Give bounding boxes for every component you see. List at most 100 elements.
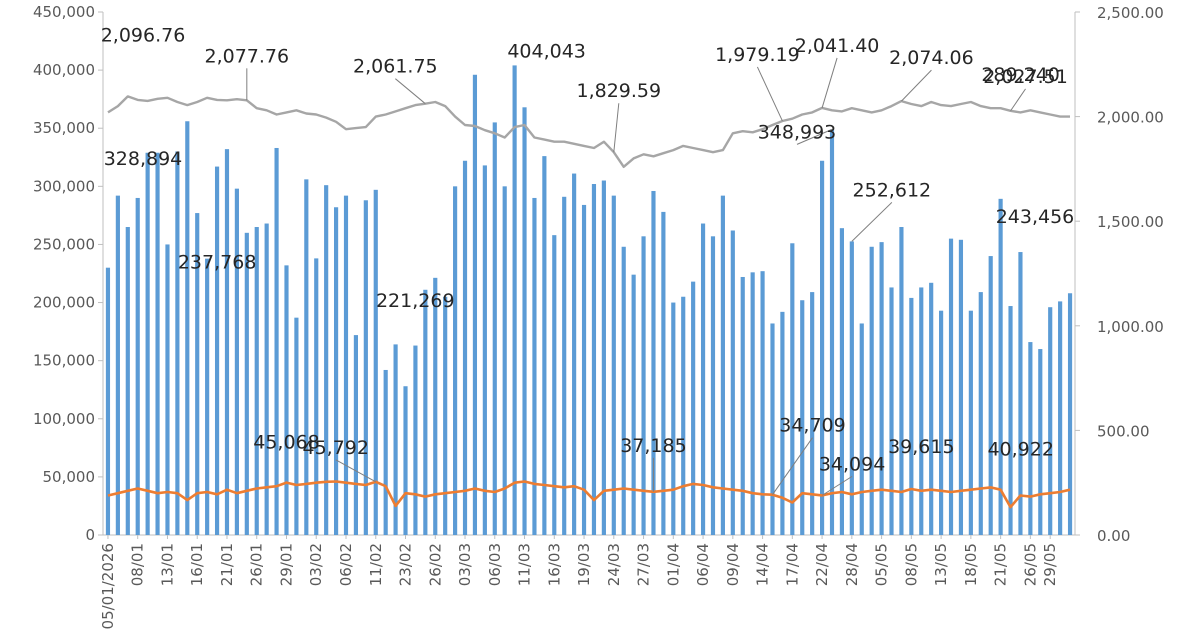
label-leader-line: [821, 57, 838, 109]
x-tick-label: 08/01: [129, 543, 147, 586]
orange-series-line: [107, 480, 1071, 509]
volume-bar: [998, 198, 1003, 535]
right-tick-label: 0.00: [1097, 527, 1130, 545]
volume-bar: [730, 230, 735, 535]
volume-bar: [254, 227, 259, 535]
data-label: 39,615: [888, 436, 954, 458]
volume-bar: [314, 258, 319, 535]
axes-layer: 0 50,000 100,000 150,000 200,000 250,000 300,0…: [33, 3, 1164, 629]
x-tick-label: 28/04: [843, 543, 861, 586]
label-leader-line: [772, 437, 813, 495]
x-tick-label: 21/01: [218, 543, 236, 586]
volume-bar: [700, 223, 706, 535]
left-tick-label: 0: [85, 526, 95, 544]
x-tick-label: 11/02: [367, 543, 385, 586]
data-label: 221,269: [376, 290, 455, 312]
volume-bar: [621, 246, 626, 535]
volume-bar: [988, 256, 993, 535]
volume-bar: [810, 292, 815, 535]
x-tick-label: 21/05: [992, 543, 1010, 586]
right-tick-label: 2,500.00: [1097, 4, 1164, 22]
right-tick-label: 2,000.00: [1097, 109, 1164, 127]
data-label: 1,829.59: [576, 80, 661, 102]
x-tick-label: 06/02: [337, 543, 355, 586]
data-label: 45,068: [253, 432, 319, 454]
left-tick-label: 450,000: [33, 3, 95, 21]
data-labels: 2,096.76 2,077.76 2,061.75 404,043 1,829.59 1…: [101, 24, 1074, 496]
data-label: 2,027.51: [983, 66, 1068, 88]
x-tick-label: 05/05: [873, 543, 891, 586]
data-label: 252,612: [853, 179, 932, 201]
volume-bar: [661, 211, 666, 535]
left-tick-label: 300,000: [33, 177, 95, 195]
data-label: 34,709: [779, 415, 845, 437]
volume-bar: [482, 165, 487, 535]
volume-bar: [155, 152, 160, 536]
label-leader-line: [901, 69, 932, 102]
x-tick-label: 03/02: [307, 543, 325, 586]
volume-bar: [195, 213, 200, 535]
x-tick-label: 17/04: [783, 543, 801, 586]
x-tick-label: 16/03: [545, 543, 563, 586]
volume-bar: [264, 223, 269, 535]
volume-bar: [631, 274, 636, 535]
data-label: 40,922: [987, 438, 1053, 460]
left-tick-label: 100,000: [33, 410, 95, 428]
volume-bar: [234, 188, 239, 535]
x-tick-label: 06/04: [694, 543, 712, 586]
volume-bar: [929, 282, 934, 535]
volume-bar: [532, 197, 537, 535]
volume-bar: [274, 147, 279, 536]
label-leader-line: [756, 66, 783, 122]
x-tick-label: 22/04: [813, 543, 831, 586]
volume-bar: [591, 184, 597, 535]
volume-bar: [522, 107, 527, 536]
x-tick-label: 13/01: [158, 543, 176, 586]
volume-bar: [542, 156, 547, 536]
volume-bar: [363, 200, 368, 535]
volume-bar: [889, 287, 894, 535]
volume-bar: [611, 195, 616, 535]
label-leader-line: [1010, 88, 1026, 112]
data-label: 289,240: [981, 64, 1060, 86]
volume-bar: [443, 296, 448, 535]
volume-bar: [1038, 349, 1043, 535]
volume-bar: [691, 281, 696, 535]
data-label: 37,185: [620, 435, 686, 457]
data-label: 348,993: [758, 121, 837, 143]
volume-bar: [393, 344, 398, 535]
x-tick-label: 08/05: [902, 543, 920, 586]
volume-bar: [185, 121, 190, 535]
data-label: 2,096.76: [101, 24, 186, 46]
left-tick-label: 400,000: [33, 61, 95, 79]
volume-bar: [780, 311, 785, 535]
volume-bar: [790, 243, 795, 535]
data-label: 2,041.40: [795, 35, 880, 57]
label-leader-line: [796, 128, 833, 145]
data-label: 34,094: [819, 453, 885, 475]
right-tick-label: 1,000.00: [1097, 318, 1164, 336]
left-tick-label: 350,000: [33, 119, 95, 137]
volume-bar: [1018, 252, 1023, 535]
x-tick-label: 14/04: [754, 543, 772, 586]
volume-bar: [562, 196, 567, 535]
right-tick-label: 500.00: [1097, 422, 1150, 440]
series-lines: [107, 95, 1071, 509]
volume-bar: [433, 277, 438, 535]
data-label: 45,792: [303, 437, 369, 459]
data-label: 2,061.75: [353, 56, 438, 78]
volume-bar: [284, 265, 289, 535]
volume-bar: [1067, 293, 1073, 535]
volume-bar: [333, 207, 339, 535]
volume-bar: [968, 310, 973, 535]
volume-bar: [145, 152, 150, 536]
volume-bar: [740, 276, 745, 535]
x-tick-label: 01/04: [664, 543, 682, 586]
volume-bar: [1058, 301, 1063, 535]
volume-bar: [403, 386, 408, 535]
x-tick-label: 29/01: [277, 543, 295, 586]
volume-bar: [304, 179, 309, 536]
volume-bar: [681, 296, 686, 535]
data-label: 2,074.06: [889, 47, 974, 69]
